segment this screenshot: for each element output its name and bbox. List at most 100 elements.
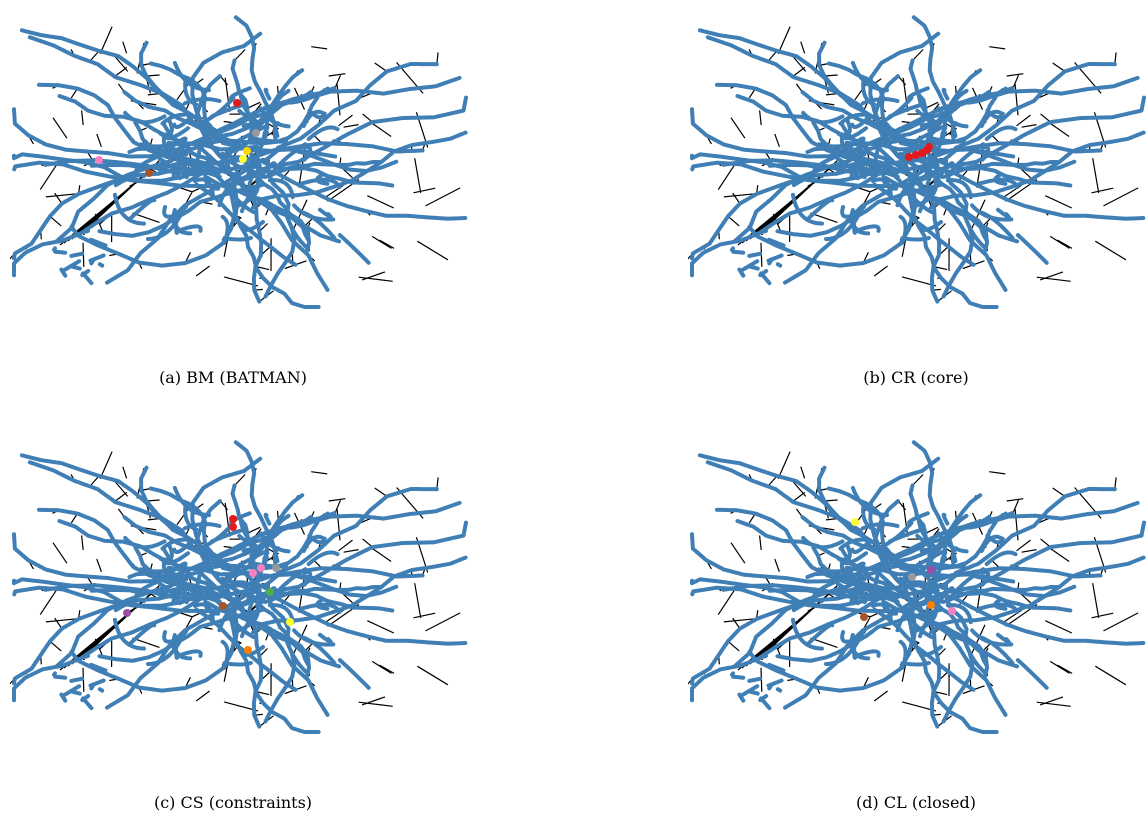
- network-road: [272, 160, 384, 176]
- network-road: [237, 220, 265, 232]
- network-road: [158, 544, 174, 562]
- highlight-node: [252, 129, 260, 137]
- network-road: [1015, 233, 1049, 265]
- network-road: [791, 598, 824, 613]
- network-road: [263, 87, 272, 101]
- network-link: [416, 240, 449, 261]
- network-road: [126, 197, 157, 222]
- network-link: [81, 535, 84, 551]
- network-road: [127, 571, 231, 595]
- network-road: [1015, 658, 1049, 690]
- network-road: [172, 485, 211, 518]
- network-road: [775, 687, 783, 693]
- network-road: [980, 570, 991, 587]
- network-road: [127, 146, 231, 170]
- network-link: [732, 192, 741, 204]
- network-link: [730, 117, 746, 139]
- network-road: [737, 692, 746, 704]
- network-road: [899, 181, 934, 215]
- network-road: [924, 588, 940, 603]
- network-link: [371, 660, 392, 674]
- network-road: [860, 586, 867, 605]
- network-road: [850, 538, 873, 554]
- network-road: [192, 177, 215, 199]
- network-road: [730, 671, 735, 677]
- network-road: [337, 658, 371, 690]
- network-road: [941, 512, 950, 526]
- network-link: [1036, 276, 1071, 282]
- network-road: [272, 585, 384, 601]
- network-road: [220, 639, 230, 671]
- network-road: [195, 73, 237, 197]
- network-road: [230, 580, 262, 600]
- network-road: [804, 197, 835, 222]
- network-link: [1045, 620, 1073, 634]
- network-road: [237, 106, 277, 119]
- network-road: [870, 602, 893, 624]
- network-road: [734, 518, 937, 577]
- network-road: [183, 81, 199, 107]
- network-link: [224, 77, 231, 112]
- network-road: [965, 86, 1009, 105]
- network-road: [877, 521, 914, 550]
- network-road: [112, 617, 146, 651]
- network-road: [840, 205, 861, 219]
- network-link: [1057, 664, 1073, 674]
- network-road: [134, 574, 172, 598]
- network-road: [978, 149, 1016, 159]
- network-road: [864, 145, 880, 172]
- network-road: [186, 145, 202, 172]
- network-link: [1006, 73, 1024, 77]
- network-road: [306, 125, 340, 142]
- network-road: [56, 518, 259, 577]
- network-link: [367, 195, 395, 209]
- network-road: [56, 93, 259, 152]
- network-road: [167, 136, 188, 151]
- caption-d: (d) CL (closed): [856, 793, 976, 812]
- network-road: [271, 567, 308, 600]
- network-road: [748, 689, 760, 696]
- network-road: [221, 181, 256, 215]
- network-link: [39, 160, 60, 191]
- network-road: [909, 550, 945, 572]
- network-road: [944, 603, 973, 625]
- network-road: [300, 149, 338, 159]
- network-road: [873, 498, 915, 622]
- network-link: [52, 117, 68, 139]
- network-road: [950, 121, 959, 142]
- network-road: [860, 161, 867, 180]
- network-link: [774, 133, 780, 148]
- network-road: [257, 161, 277, 182]
- network-road: [907, 86, 930, 101]
- network-road: [182, 97, 222, 106]
- network-link: [334, 74, 342, 89]
- network-road: [812, 574, 850, 598]
- network-graph: [688, 15, 1146, 309]
- network-road: [970, 203, 1014, 222]
- network-road: [112, 192, 146, 226]
- network-link: [1092, 158, 1100, 194]
- network-road: [178, 224, 203, 233]
- network-road: [256, 169, 278, 179]
- network-link: [425, 187, 461, 207]
- network-road: [935, 586, 955, 607]
- network-road: [315, 598, 330, 611]
- network-road: [747, 224, 758, 237]
- network-link: [224, 502, 231, 537]
- network-road: [805, 146, 909, 170]
- network-road: [88, 662, 108, 673]
- network-link: [1052, 487, 1066, 497]
- network-link: [370, 546, 392, 562]
- network-road: [301, 534, 326, 553]
- network-road: [915, 106, 955, 119]
- network-road: [157, 160, 195, 172]
- network-road: [220, 214, 230, 246]
- network-link: [925, 526, 939, 534]
- network-road: [757, 269, 769, 278]
- network-road: [88, 678, 106, 688]
- network-road: [766, 678, 784, 688]
- network-road: [965, 511, 1009, 530]
- network-road: [286, 218, 310, 251]
- network-road: [182, 161, 189, 180]
- network-road: [898, 214, 908, 246]
